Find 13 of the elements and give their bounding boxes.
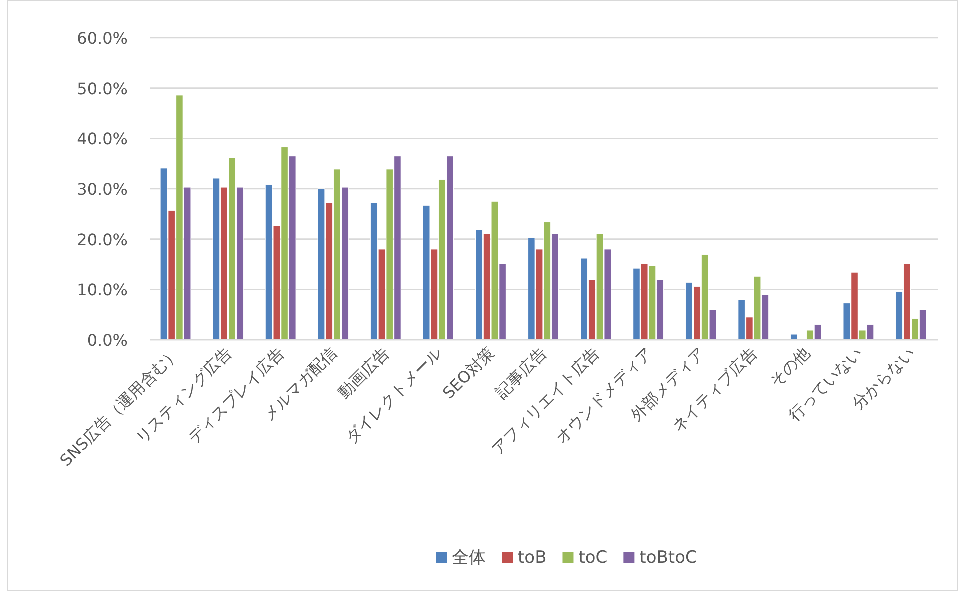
y-tick-label: 60.0% <box>77 29 128 48</box>
y-tick-label: 0.0% <box>87 331 128 350</box>
y-tick-label: 10.0% <box>77 280 128 300</box>
y-tick-label: 20.0% <box>77 230 128 250</box>
bar <box>790 334 798 340</box>
y-tick-label: 40.0% <box>77 130 128 149</box>
legend-label: toB <box>518 548 547 568</box>
legend-label: 全体 <box>452 548 486 568</box>
y-tick-label: 50.0% <box>77 79 128 98</box>
x-tick-label: その他 <box>766 343 814 391</box>
legend-label: toBtoC <box>640 548 698 568</box>
y-tick-label: 30.0% <box>77 180 128 199</box>
legend-label: toC <box>578 548 608 568</box>
